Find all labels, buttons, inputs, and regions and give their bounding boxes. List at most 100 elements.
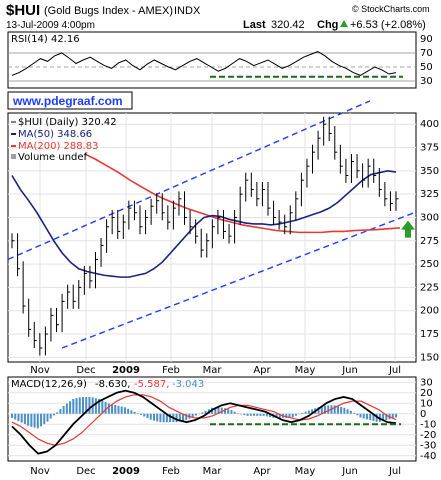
macd-x-tick: Feb bbox=[162, 466, 180, 477]
macd-hist-bar bbox=[146, 413, 149, 419]
macd-hist-bar bbox=[182, 413, 185, 421]
macd-hist-bar bbox=[278, 413, 281, 418]
macd-hist-bar bbox=[36, 413, 39, 429]
price-y-tick: 275 bbox=[420, 236, 439, 247]
macd-hist-bar bbox=[262, 413, 265, 416]
macd-hist-bar bbox=[46, 413, 49, 422]
macd-hist-bar bbox=[59, 409, 62, 414]
price-x-tick: Nov bbox=[30, 365, 50, 376]
macd-hist-bar bbox=[185, 413, 188, 421]
macd-hist-bar bbox=[204, 410, 207, 414]
macd-hist-bar bbox=[43, 413, 46, 425]
exchange: INDX bbox=[174, 5, 201, 17]
macd-y-tick: 20 bbox=[420, 388, 433, 399]
price-y-tick: 400 bbox=[420, 119, 439, 130]
price-y-tick: 175 bbox=[420, 329, 439, 340]
macd-hist-bar bbox=[120, 406, 123, 414]
macd-x-tick: Mar bbox=[203, 466, 223, 477]
macd-hist-bar bbox=[365, 413, 368, 420]
macd-value: -8.630, bbox=[95, 379, 130, 390]
price-bars bbox=[11, 116, 399, 356]
macd-hist-bar bbox=[17, 413, 20, 422]
macd-hist-bar bbox=[201, 412, 204, 414]
macd-hist-bar bbox=[149, 413, 152, 420]
macd-hist-bar bbox=[107, 403, 110, 414]
macd-hist-bar bbox=[33, 413, 36, 428]
macd-hist-bar bbox=[243, 413, 246, 416]
macd-hist-bar bbox=[65, 403, 68, 414]
macd-hist-bar bbox=[375, 413, 378, 422]
macd-hist-bar bbox=[269, 413, 272, 418]
macd-hist-bar bbox=[340, 406, 343, 414]
channel-lower-line bbox=[61, 212, 415, 349]
price-x-tick: Jun bbox=[341, 365, 358, 376]
macd-hist-bar bbox=[194, 413, 197, 416]
macd-hist-bar bbox=[130, 410, 133, 414]
macd-hist-bar bbox=[20, 413, 23, 423]
macd-hist-bar bbox=[78, 397, 81, 414]
macd-hist-bar bbox=[288, 413, 291, 418]
macd-signal-line bbox=[11, 394, 397, 446]
macd-hist-bar bbox=[49, 413, 52, 419]
macd-x-tick: Jul bbox=[388, 466, 401, 477]
macd-hist-bar bbox=[382, 413, 385, 422]
macd-hist-bar bbox=[311, 409, 314, 414]
macd-hist-bar bbox=[317, 407, 320, 414]
macd-y-tick: 0 bbox=[420, 409, 426, 420]
price-y-tick: 325 bbox=[420, 189, 439, 200]
price-x-tick: Dec bbox=[76, 365, 95, 376]
macd-hist-bar bbox=[265, 413, 268, 417]
macd-hist-bar bbox=[220, 407, 223, 414]
macd-hist-bar bbox=[101, 400, 104, 414]
rsi-panel: 90 70 50 30 RSI(14) 42.16 bbox=[7, 31, 433, 89]
price-y-tick: 200 bbox=[420, 306, 439, 317]
chg-value: +6.53 (+2.08%) bbox=[350, 19, 426, 31]
macd-hist-bar bbox=[230, 410, 233, 414]
macd-hist-bar bbox=[298, 413, 301, 415]
price-x-tick: Feb bbox=[162, 365, 180, 376]
legend-volume: Volume undef bbox=[18, 152, 88, 163]
watermark-box bbox=[7, 91, 133, 110]
last-value: 320.42 bbox=[271, 19, 305, 31]
macd-hist-bar bbox=[169, 413, 172, 423]
macd-hist-bar bbox=[362, 413, 365, 419]
macd-hist-bar bbox=[127, 408, 130, 414]
macd-hist-bar bbox=[11, 413, 13, 418]
macd-hist-bar bbox=[240, 413, 243, 415]
macd-hist-bar bbox=[391, 413, 394, 419]
macd-frame bbox=[7, 376, 417, 462]
macd-hist-bar bbox=[14, 413, 17, 420]
macd-hist-bar bbox=[236, 413, 239, 414]
rsi-frame bbox=[7, 31, 417, 89]
macd-hist-bar bbox=[156, 413, 159, 422]
rsi-y-tick: 70 bbox=[420, 48, 433, 59]
macd-hist-bar bbox=[88, 396, 91, 414]
legend-ma50: MA(50) 348.66 bbox=[18, 129, 92, 140]
ma50-line bbox=[11, 170, 397, 278]
macd-hist-bar bbox=[69, 401, 72, 414]
macd-hist-bar bbox=[253, 413, 256, 416]
macd-hist-bar bbox=[152, 413, 155, 421]
macd-x-tick: Apr bbox=[253, 466, 271, 477]
rsi-series-line bbox=[11, 51, 397, 76]
macd-hist-bar bbox=[249, 413, 252, 416]
macd-hist-bar bbox=[117, 405, 120, 414]
macd-x-tick: Jun bbox=[341, 466, 358, 477]
macd-hist-bar bbox=[56, 412, 59, 414]
legend-hui: $HUI (Daily) 320.42 bbox=[18, 117, 117, 128]
quote-date: 13-Jul-2009 4:00pm bbox=[6, 20, 95, 31]
price-y-tick: 225 bbox=[420, 282, 439, 293]
price-y-tick: 350 bbox=[420, 166, 439, 177]
macd-hist-bar bbox=[304, 411, 307, 414]
macd-x-tick: May bbox=[295, 466, 316, 477]
macd-hist-bar bbox=[343, 407, 346, 414]
watermark-link[interactable]: www.pdegraaf.com bbox=[12, 94, 123, 108]
macd-y-tick: -30 bbox=[420, 440, 436, 451]
macd-hist-value: -3.043 bbox=[172, 379, 204, 390]
price-x-tick: 2009 bbox=[112, 365, 140, 376]
macd-hist-bar bbox=[223, 408, 226, 414]
legend-volume-swatch bbox=[11, 154, 16, 159]
macd-hist-bar bbox=[75, 398, 78, 414]
